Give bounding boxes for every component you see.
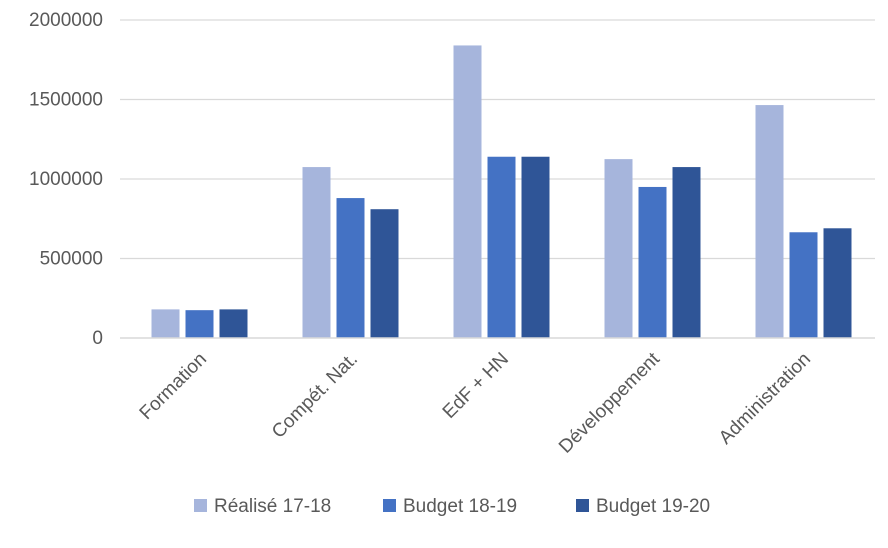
legend-label: Budget 18-19	[403, 496, 517, 517]
bar-1-1	[151, 309, 180, 338]
legend-label: Réalisé 17-18	[214, 496, 331, 517]
y-tick-label: 1500000	[29, 90, 103, 111]
x-tick-label: Formation	[136, 349, 211, 424]
y-tick-label: 500000	[40, 249, 103, 270]
y-tick-label: 2000000	[29, 10, 103, 31]
bar-2-1	[185, 310, 214, 338]
y-tick-label: 1000000	[29, 169, 103, 190]
bar-1-4	[604, 159, 633, 338]
bar-1-5	[755, 105, 784, 338]
bar-2-4	[638, 186, 667, 338]
bars	[151, 45, 852, 338]
y-axis-ticks: 0 500000 1000000 1500000 2000000	[29, 10, 103, 349]
legend-swatch	[383, 499, 396, 512]
bar-3-3	[521, 156, 550, 338]
legend-label: Budget 19-20	[596, 496, 710, 517]
legend: Réalisé 17-18 Budget 18-19 Budget 19-20	[194, 496, 710, 517]
x-tick-label: Développement	[555, 348, 664, 457]
x-tick-label: Administration	[715, 349, 815, 449]
bar-3-1	[219, 309, 248, 338]
bar-3-2	[370, 209, 399, 338]
bar-1-3	[453, 45, 482, 338]
x-axis-labels: Formation Compét. Nat. EdF + HN Développeme…	[136, 348, 815, 457]
bar-1-2	[302, 167, 331, 338]
bar-2-3	[487, 156, 516, 338]
x-tick-label: Compét. Nat.	[268, 349, 362, 443]
bar-2-2	[336, 198, 365, 338]
y-tick-label: 0	[92, 328, 103, 349]
bar-3-5	[823, 228, 852, 338]
bar-3-4	[672, 167, 701, 338]
bar-2-5	[789, 232, 818, 338]
legend-swatch	[576, 499, 589, 512]
legend-swatch	[194, 499, 207, 512]
x-tick-label: EdF + HN	[439, 349, 513, 423]
